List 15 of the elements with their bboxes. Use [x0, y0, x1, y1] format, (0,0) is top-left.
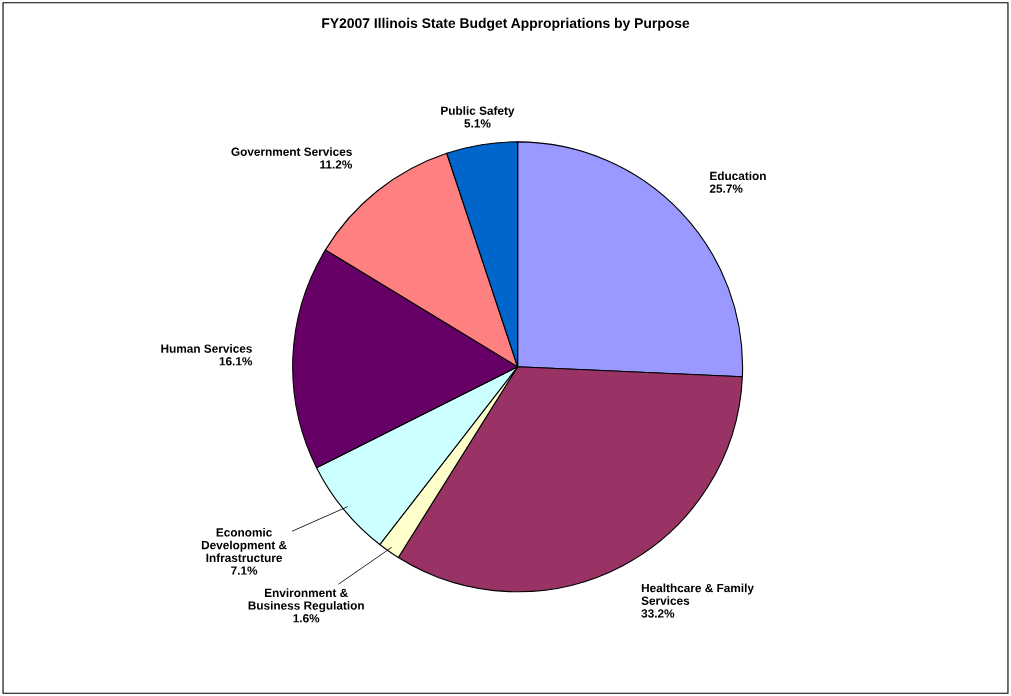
slice-label: Education: [710, 171, 766, 181]
data-label: 16.1%: [219, 357, 253, 366]
data-label: 33.2%: [641, 609, 675, 618]
slice-label: Environment & Business Regulation: [248, 588, 364, 613]
data-label: 7.1%: [231, 566, 258, 575]
chart-title: FY2007 Illinois State Budget Appropriations by Purpose: [322, 17, 690, 31]
data-label: 25.7%: [709, 184, 743, 193]
slice-label: Government Services: [231, 147, 352, 156]
data-label: 5.1%: [464, 119, 491, 128]
slice-label: Public Safety: [441, 106, 515, 118]
slice-label: Economic Development & Infrastructure: [201, 527, 287, 563]
data-label: 11.2%: [320, 160, 353, 169]
slice-label: Healthcare & Family Services: [641, 583, 754, 605]
data-label: 1.6%: [293, 614, 320, 623]
slice-label: Human Services: [161, 344, 252, 353]
